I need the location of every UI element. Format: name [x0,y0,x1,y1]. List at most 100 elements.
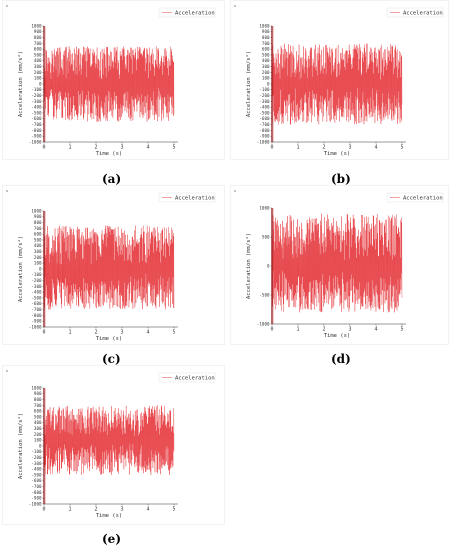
y-tick-label: -800 [31,128,42,133]
y-tick-label: -600 [31,301,42,306]
y-tick-label: 700 [34,226,42,231]
x-tick-label: 5 [400,145,403,151]
series-acceleration-line [271,43,403,125]
x-tick-label: 1 [68,145,71,151]
y-tick-label: 0 [267,81,270,86]
y-tick-label: 300 [262,64,270,69]
x-tick-label: 2 [94,507,97,513]
y-tick-label: 100 [34,438,42,443]
y-tick-label: -300 [31,99,42,104]
y-tick-label: 700 [34,403,42,408]
y-tick-label: 0 [39,266,42,271]
chart-svg-a: 10009008007006005004003002001000-100-200… [2,0,225,160]
x-tick-label: 0 [42,330,45,336]
y-tick-label: -800 [31,313,42,318]
y-tick-label: 400 [34,243,42,248]
y-tick-label: -100 [31,87,42,92]
y-tick-label: -500 [259,110,270,115]
y-axis-label: Acceleration (mm/s²) [17,51,24,117]
y-tick-label: -600 [31,478,42,483]
x-tick-label: 4 [374,327,377,333]
y-tick-label: -700 [31,484,42,489]
y-tick-label: -600 [259,116,270,121]
legend-label: Acceleration [175,376,215,382]
y-tick-label: -700 [31,307,42,312]
y-tick-label: 900 [34,29,42,34]
y-tick-label: -500 [259,292,270,297]
x-tick-label: 1 [296,145,299,151]
x-tick-label: 1 [68,330,71,336]
chart-panel-e: 1000 900 800 700 600 500 400 300 200 100 0 -100 -200… [2,365,225,525]
y-tick-label: 0 [39,81,42,86]
y-tick-label: -300 [31,284,42,289]
corner-marker [6,5,8,7]
chart-panel-d: 1000 500 0 -500 -1000 0 1 2 3 4 5 Time (s) Accelerat… [230,185,449,345]
x-tick-label: 5 [172,145,175,151]
y-tick-label: 200 [34,432,42,437]
plot-area: 10009008007006005004003002001000-100-200… [6,190,216,342]
y-tick-label: -400 [31,467,42,472]
legend-box [158,192,216,203]
y-tick-label: -100 [31,449,42,454]
y-tick-label: -100 [31,272,42,277]
legend-box [158,372,216,383]
y-tick-label: -500 [31,110,42,115]
y-tick-label: 600 [34,232,42,237]
y-tick-label: 200 [262,70,270,75]
legend-label: Acceleration [175,11,215,17]
y-tick-label: -900 [31,134,42,139]
series-acceleration-line [43,225,175,310]
y-tick-label: 800 [34,220,42,225]
y-tick-label: 800 [34,35,42,40]
y-tick-label: -800 [31,490,42,495]
y-tick-label: 1000 [31,385,42,390]
y-tick-label: -500 [31,472,42,477]
y-tick-label: 500 [34,237,42,242]
y-tick-label: -900 [31,496,42,501]
panel-label-c: (c) [102,352,121,366]
legend-label: Acceleration [403,196,443,202]
y-tick-label: 700 [34,41,42,46]
y-tick-label: 500 [262,234,270,239]
x-tick-label: 2 [322,327,325,333]
y-tick-label: -1000 [29,139,42,144]
y-tick-label: 1000 [31,208,42,213]
y-tick-label: -800 [259,128,270,133]
y-tick-label: 100 [34,76,42,81]
corner-marker [6,190,8,192]
x-tick-label: 5 [172,507,175,513]
corner-marker [234,190,236,192]
x-tick-label: 0 [270,145,273,151]
legend-box [386,7,444,18]
y-axis-label: Acceleration (mm/s²) [17,236,24,302]
x-axis-label: Time (s) [96,513,123,519]
corner-marker [6,370,8,372]
x-tick-label: 0 [42,507,45,513]
y-tick-label: 300 [34,426,42,431]
y-tick-label: -200 [259,93,270,98]
y-tick-label: 400 [34,58,42,63]
y-tick-label: -500 [31,295,42,300]
y-tick-label: 300 [34,249,42,254]
y-tick-label: 400 [34,420,42,425]
x-tick-label: 4 [146,330,149,336]
panel-label-e: (e) [102,532,121,546]
legend-label: Acceleration [403,11,443,17]
plot-area: 10009008007006005004003002001000-100-200… [234,5,444,157]
x-tick-label: 5 [172,330,175,336]
y-tick-label: -200 [31,278,42,283]
y-tick-label: 900 [262,29,270,34]
y-tick-label: 600 [262,47,270,52]
y-tick-label: -600 [31,116,42,121]
y-tick-label: -400 [31,290,42,295]
y-tick-label: 800 [262,35,270,40]
y-tick-label: 0 [267,263,270,268]
x-tick-label: 3 [120,145,123,151]
y-tick-label: -700 [259,122,270,127]
y-tick-label: 700 [262,41,270,46]
y-tick-label: 1000 [259,205,270,210]
x-axis-label: Time (s) [324,333,351,339]
x-tick-label: 3 [120,507,123,513]
